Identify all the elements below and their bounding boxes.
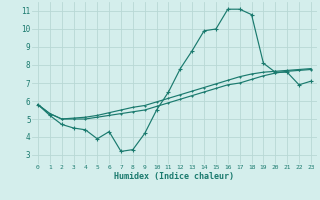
X-axis label: Humidex (Indice chaleur): Humidex (Indice chaleur) (115, 172, 234, 181)
